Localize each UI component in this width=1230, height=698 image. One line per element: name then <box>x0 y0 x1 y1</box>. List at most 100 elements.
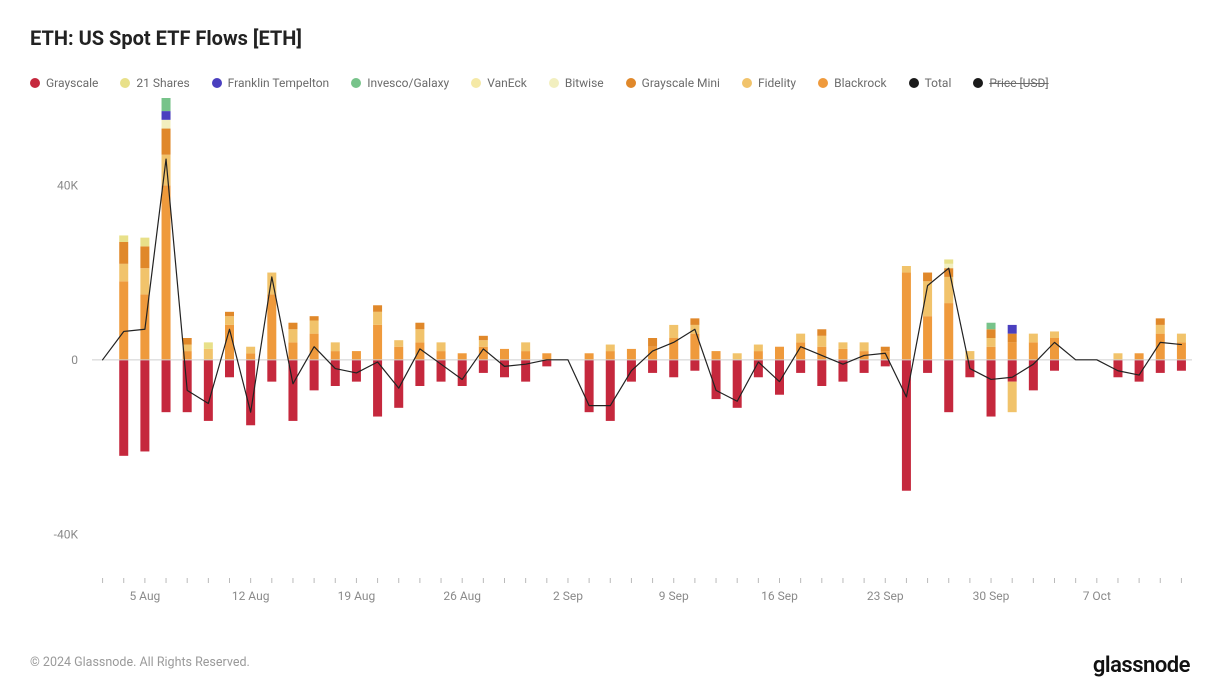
bar-segment <box>225 312 234 316</box>
bar-segment <box>944 360 953 412</box>
bar-segment <box>817 347 826 360</box>
legend-swatch <box>973 78 983 88</box>
bar-segment <box>331 342 340 351</box>
y-tick-label: 40K <box>57 178 78 192</box>
chart-container: 40K0-40K5 Aug12 Aug19 Aug26 Aug2 Sep9 Se… <box>30 98 1190 622</box>
bar-segment <box>987 329 996 338</box>
bar-segment <box>542 353 551 360</box>
total-line <box>103 159 1182 412</box>
bar-segment <box>267 360 276 382</box>
legend-swatch <box>30 78 40 88</box>
legend-item[interactable]: Blackrock <box>818 76 886 90</box>
bar-segment <box>669 360 678 377</box>
bar-segment <box>162 98 171 111</box>
bar-segment <box>1113 353 1122 360</box>
bar-segment <box>162 360 171 412</box>
bar-segment <box>987 360 996 417</box>
chart-legend: Grayscale 21 Shares Franklin Tempelton Inve… <box>30 76 1190 90</box>
bar-segment <box>606 345 615 352</box>
bar-segment <box>648 338 657 347</box>
bar-segment <box>204 349 213 360</box>
legend-item[interactable]: Grayscale <box>30 76 98 90</box>
bar-segment <box>162 185 171 360</box>
bar-segment <box>1156 325 1165 334</box>
legend-label: Franklin Tempelton <box>228 76 330 90</box>
bar-segment <box>352 351 361 360</box>
legend-item[interactable]: VanEck <box>471 76 527 90</box>
bar-segment <box>310 316 319 320</box>
legend-item[interactable]: Price [USD] <box>973 76 1048 90</box>
legend-swatch <box>626 78 636 88</box>
bar-segment <box>288 323 297 330</box>
bar-segment <box>310 360 319 391</box>
bar-segment <box>288 342 297 359</box>
bar-segment <box>204 342 213 349</box>
bar-segment <box>1050 360 1059 371</box>
bar-segment <box>987 347 996 360</box>
bar-segment <box>690 318 699 325</box>
bar-segment <box>479 360 488 373</box>
bar-segment <box>1156 318 1165 325</box>
legend-label: Bitwise <box>565 76 604 90</box>
bar-segment <box>1177 360 1186 371</box>
x-tick-label: 2 Sep <box>553 589 583 603</box>
bar-segment <box>838 349 847 360</box>
legend-swatch <box>549 78 559 88</box>
legend-item[interactable]: Fidelity <box>742 76 796 90</box>
x-tick-label: 9 Sep <box>659 589 689 603</box>
legend-swatch <box>742 78 752 88</box>
y-tick-label: 0 <box>71 353 78 367</box>
legend-label: VanEck <box>487 76 527 90</box>
bar-segment <box>1050 338 1059 360</box>
bar-segment <box>860 360 869 373</box>
bar-segment <box>331 351 340 360</box>
bar-segment <box>669 325 678 338</box>
bar-segment <box>373 360 382 417</box>
bar-segment <box>1135 353 1144 360</box>
bar-segment <box>944 259 953 263</box>
legend-item[interactable]: Franklin Tempelton <box>212 76 330 90</box>
legend-item[interactable]: Grayscale Mini <box>626 76 720 90</box>
bar-segment <box>690 360 699 371</box>
bar-segment <box>733 353 742 360</box>
x-tick-label: 7 Oct <box>1083 589 1111 603</box>
bar-segment <box>923 316 932 360</box>
bar-segment <box>246 347 255 354</box>
bar-segment <box>923 273 932 282</box>
legend-swatch <box>818 78 828 88</box>
page-title: ETH: US Spot ETF Flows [ETH] <box>30 26 1190 50</box>
bar-segment <box>775 347 784 360</box>
bar-segment <box>838 342 847 349</box>
bar-segment <box>606 360 615 421</box>
legend-swatch <box>471 78 481 88</box>
x-tick-label: 5 Aug <box>129 589 160 603</box>
x-tick-label: 26 Aug <box>443 589 481 603</box>
legend-item[interactable]: 21 Shares <box>120 76 189 90</box>
bar-segment <box>437 351 446 360</box>
x-tick-label: 19 Aug <box>338 589 376 603</box>
legend-label: Fidelity <box>758 76 796 90</box>
legend-label: Grayscale Mini <box>642 76 720 90</box>
bar-segment <box>1008 342 1017 359</box>
bar-segment <box>310 321 319 334</box>
bar-segment <box>162 129 171 155</box>
bar-segment <box>1008 360 1017 382</box>
bar-segment <box>394 347 403 360</box>
legend-swatch <box>120 78 130 88</box>
bar-segment <box>458 353 467 360</box>
bar-segment <box>140 246 149 268</box>
bar-segment <box>119 281 128 360</box>
legend-label: Price [USD] <box>989 76 1048 90</box>
legend-item[interactable]: Total <box>909 76 952 90</box>
bar-segment <box>437 342 446 351</box>
bar-segment <box>458 360 467 386</box>
bar-segment <box>1156 360 1165 373</box>
bar-segment <box>140 238 149 247</box>
legend-item[interactable]: Invesco/Galaxy <box>351 76 449 90</box>
bar-segment <box>754 345 763 352</box>
x-tick-label: 16 Sep <box>761 589 798 603</box>
bar-segment <box>1008 334 1017 343</box>
bar-segment <box>500 360 509 377</box>
bar-segment <box>585 353 594 360</box>
legend-item[interactable]: Bitwise <box>549 76 604 90</box>
